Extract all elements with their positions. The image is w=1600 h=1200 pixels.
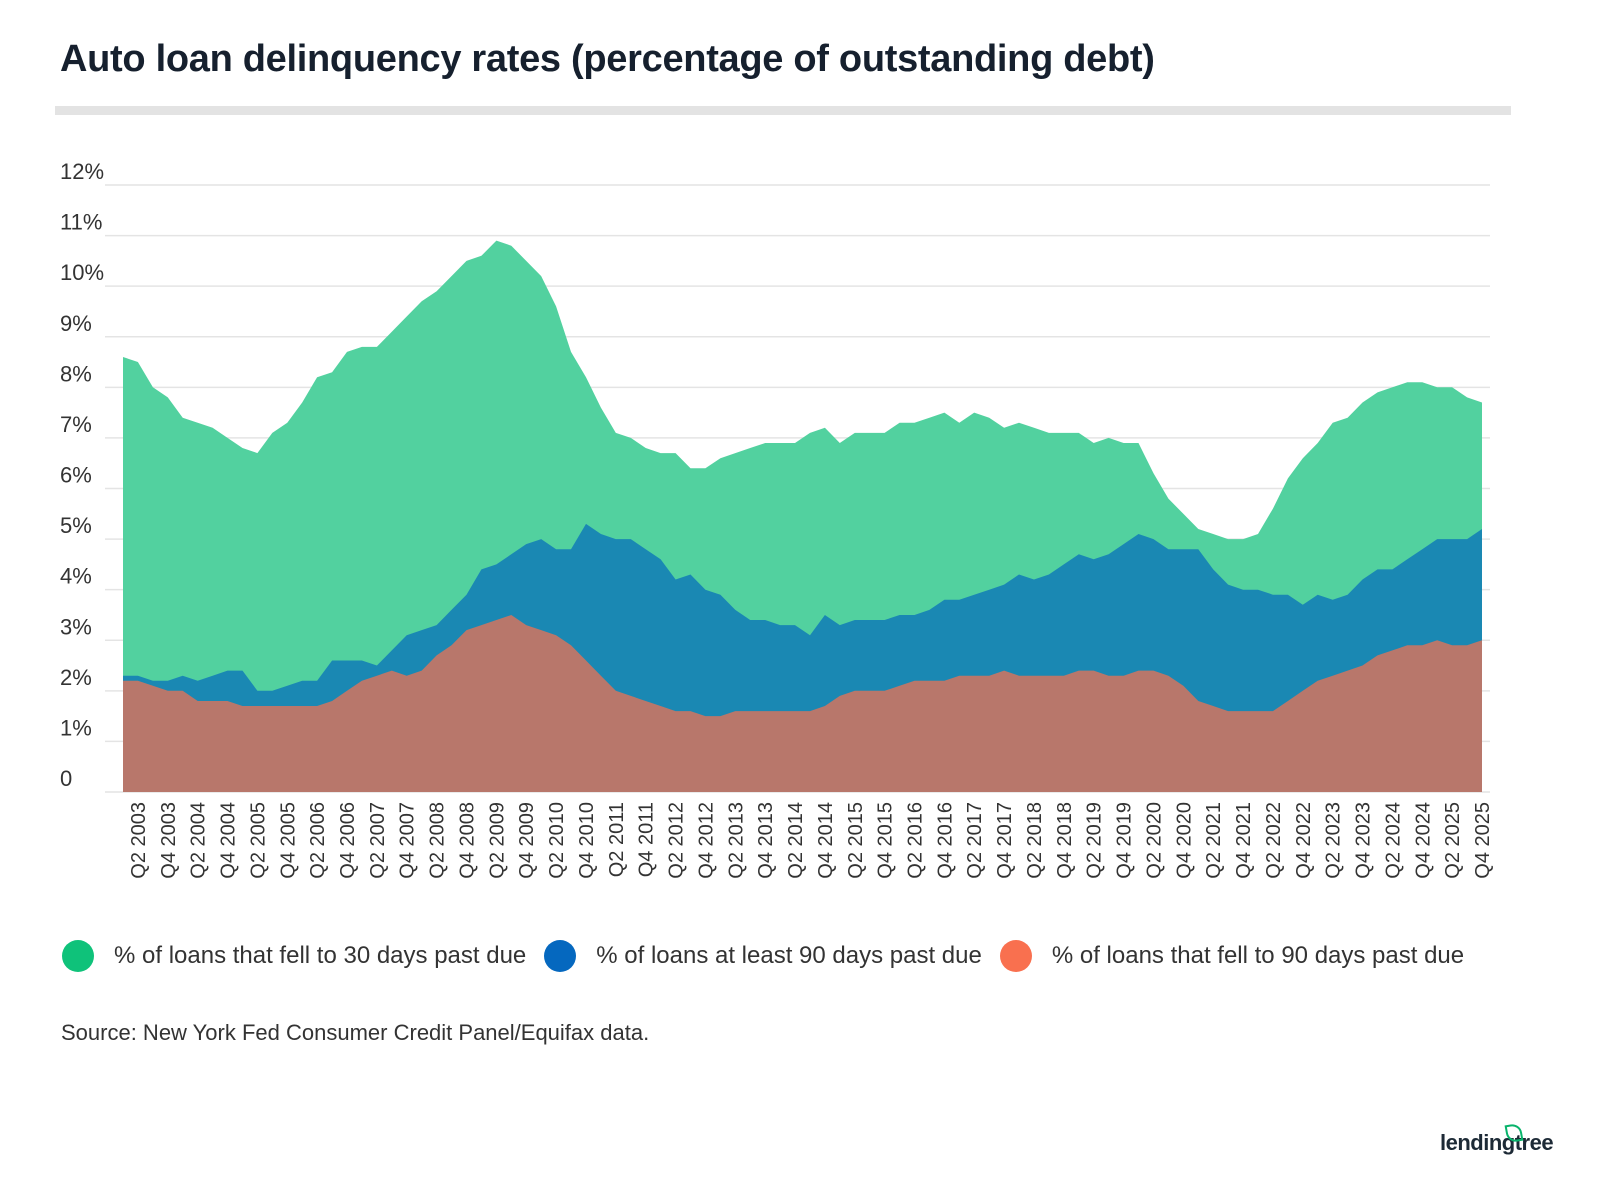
x-tick-label: Q2 2022 <box>1263 802 1285 879</box>
x-tick-label: Q2 2012 <box>666 802 688 879</box>
x-tick-label: Q4 2024 <box>1412 802 1434 879</box>
x-tick-label: Q4 2005 <box>277 802 299 879</box>
legend-swatch <box>999 940 1032 972</box>
y-tick-label: 9% <box>60 311 92 336</box>
x-tick-label: Q4 2008 <box>456 802 478 879</box>
x-tick-label: Q2 2015 <box>845 802 867 879</box>
x-tick-label: Q2 2024 <box>1382 802 1404 879</box>
x-tick-label: Q4 2017 <box>994 802 1016 879</box>
x-tick-label: Q2 2011 <box>606 802 628 877</box>
x-tick-label: Q4 2006 <box>337 802 359 879</box>
x-tick-label: Q4 2018 <box>1054 802 1076 879</box>
x-tick-label: Q2 2005 <box>247 802 269 879</box>
y-tick-label: 12% <box>60 159 104 184</box>
x-tick-label: Q4 2023 <box>1353 802 1375 879</box>
x-tick-label: Q2 2013 <box>725 802 747 879</box>
y-tick-label: 6% <box>60 463 92 488</box>
x-tick-label: Q2 2018 <box>1024 802 1046 879</box>
legend-item-90-plus: % of loans at least 90 days past due <box>544 940 982 972</box>
x-tick-label: Q2 2016 <box>905 802 927 879</box>
y-tick-label: 7% <box>60 412 92 437</box>
legend-swatch <box>62 940 94 972</box>
legend-swatch <box>544 940 577 972</box>
lendingtree-logo: lendingtree <box>1440 1122 1554 1156</box>
legend-label: % of loans at least 90 days past due <box>596 942 982 969</box>
y-tick-label: 1% <box>60 715 92 740</box>
x-tick-label: Q2 2003 <box>128 802 150 879</box>
x-tick-label: Q4 2022 <box>1293 802 1315 879</box>
x-tick-label: Q4 2014 <box>815 802 837 879</box>
x-tick-label: Q2 2007 <box>367 802 389 879</box>
title-divider <box>55 106 1511 115</box>
x-tick-label: Q4 2009 <box>516 802 538 879</box>
x-tick-label: Q4 2012 <box>695 802 717 879</box>
x-tick-label: Q4 2015 <box>875 802 897 879</box>
x-tick-label: Q2 2009 <box>486 802 508 879</box>
chart-title: Auto loan delinquency rates (percentage … <box>60 38 1155 80</box>
x-tick-label: Q4 2007 <box>397 802 419 879</box>
x-tick-label: Q2 2006 <box>307 802 329 879</box>
x-tick-label: Q2 2010 <box>546 802 568 879</box>
x-tick-label: Q2 2017 <box>964 802 986 879</box>
x-tick-label: Q2 2004 <box>188 802 210 879</box>
x-tick-label: Q4 2025 <box>1472 802 1494 879</box>
x-tick-label: Q2 2025 <box>1442 802 1464 879</box>
x-tick-label: Q4 2021 <box>1233 802 1255 879</box>
legend-label: % of loans that fell to 30 days past due <box>114 942 527 969</box>
x-tick-label: Q4 2016 <box>934 802 956 879</box>
x-tick-label: Q4 2011 <box>636 802 658 877</box>
y-tick-label: 4% <box>60 564 92 589</box>
y-tick-label: 3% <box>60 614 92 639</box>
x-tick-label: Q4 2019 <box>1114 802 1136 879</box>
source-note: Source: New York Fed Consumer Credit Pan… <box>61 1020 650 1045</box>
x-tick-label: Q4 2004 <box>218 802 240 879</box>
y-tick-label: 11% <box>60 210 102 235</box>
y-tick-label: 10% <box>60 260 104 285</box>
x-tick-label: Q2 2014 <box>785 802 807 879</box>
area-chart: 0 1% 2% 3% 4% 5% 6% 7% 8% 9% 10% 11% 12% Q2 2003 Q4 20… <box>60 159 1494 879</box>
y-tick-label: 8% <box>60 361 92 386</box>
y-tick-label: 5% <box>60 513 92 538</box>
x-tick-label: Q2 2023 <box>1323 802 1345 879</box>
legend-item-30-days: % of loans that fell to 30 days past due <box>62 940 526 972</box>
y-tick-label: 0 <box>60 766 72 791</box>
legend: % of loans that fell to 30 days past due… <box>62 940 1482 972</box>
x-tick-label: Q2 2019 <box>1084 802 1106 879</box>
x-tick-label: Q4 2020 <box>1173 802 1195 879</box>
x-tick-label: Q4 2010 <box>576 802 598 879</box>
x-tick-label: Q2 2008 <box>427 802 449 879</box>
x-tick-label: Q4 2003 <box>158 802 180 879</box>
x-tick-label: Q2 2020 <box>1143 802 1165 879</box>
legend-item-fell-90: % of loans that fell to 90 days past due <box>999 940 1465 972</box>
x-tick-label: Q4 2013 <box>755 802 777 879</box>
x-tick-label: Q2 2021 <box>1203 802 1225 879</box>
legend-label: % of loans that fell to 90 days past due <box>1051 942 1465 969</box>
y-tick-label: 2% <box>60 665 92 690</box>
area-series-2 <box>123 615 1482 792</box>
